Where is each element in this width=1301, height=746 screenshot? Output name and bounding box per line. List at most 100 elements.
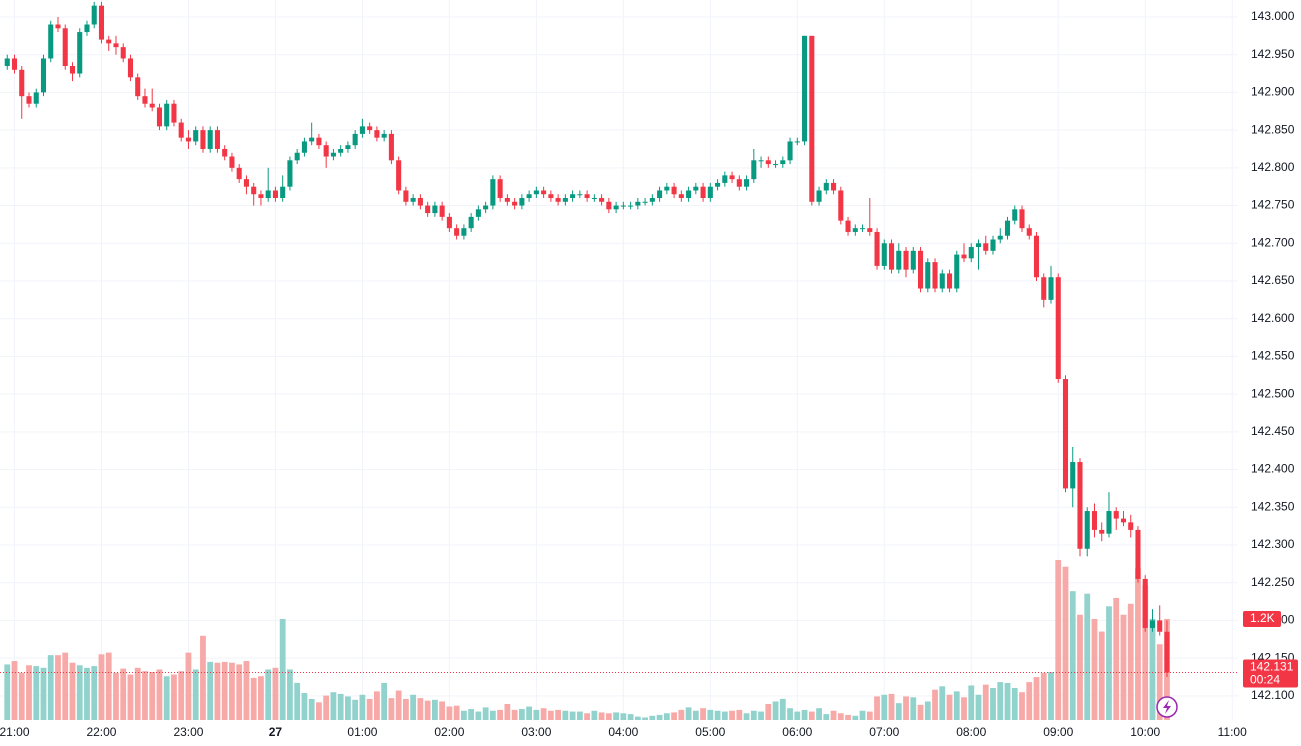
volume-bar <box>287 669 293 720</box>
candle-body <box>881 243 887 266</box>
candle-body <box>1026 228 1032 236</box>
volume-bar <box>946 694 953 720</box>
volume-bar <box>192 669 199 720</box>
candle-body <box>19 69 25 97</box>
volume-bar <box>468 709 475 720</box>
volume-bar <box>932 689 938 720</box>
candle-body <box>773 164 779 166</box>
volume-bar <box>178 671 185 720</box>
candle-body <box>917 250 924 289</box>
candle-body <box>845 220 851 232</box>
countdown-label: 00:24 <box>1250 673 1280 687</box>
candle-body <box>1099 529 1105 534</box>
volume-bar <box>714 710 721 720</box>
volume-bar <box>308 698 315 720</box>
x-tick-label: 11:00 <box>1218 725 1247 739</box>
volume-bar <box>576 711 583 720</box>
x-tick-label: 03:00 <box>521 725 551 739</box>
candle-body <box>657 190 663 199</box>
volume-bar <box>700 708 706 720</box>
volume-bar <box>294 682 301 720</box>
candle-body <box>403 190 409 202</box>
volume-bar <box>620 713 627 720</box>
volume-bar <box>1098 631 1105 720</box>
grid <box>0 0 1238 720</box>
candle-body <box>852 228 858 232</box>
volume-bar <box>149 672 156 720</box>
candle-body <box>4 58 10 67</box>
candle-body <box>352 133 358 146</box>
candle-body <box>584 194 590 199</box>
candle-body <box>874 231 880 266</box>
volume-bar <box>98 654 105 720</box>
volume-bar <box>852 715 859 720</box>
candle-body <box>120 47 126 59</box>
candle-body <box>838 190 844 221</box>
volume-bar <box>540 708 547 720</box>
candle-body <box>860 228 866 230</box>
candle-body <box>1077 462 1083 549</box>
volume-bar <box>895 703 902 720</box>
last-price-label: 142.131 <box>1250 660 1294 674</box>
volume-bar <box>381 682 388 720</box>
y-tick-label: 142.750 <box>1251 198 1295 212</box>
candles <box>4 1 1170 678</box>
candle-body <box>425 205 431 214</box>
candle-body <box>570 194 576 199</box>
volume-bar <box>750 710 757 720</box>
volume-bar <box>1142 585 1149 720</box>
volume-bar <box>888 693 895 720</box>
candle-body <box>613 205 619 210</box>
candle-body <box>490 179 496 206</box>
candle-body <box>816 190 822 202</box>
volume-bar <box>1040 672 1047 720</box>
volume-bar <box>439 701 446 720</box>
volume-bar <box>374 691 380 720</box>
volume-bar <box>76 665 83 720</box>
candle-body <box>780 160 786 165</box>
candle-body <box>461 228 467 236</box>
candle-body <box>55 24 61 29</box>
candle-body <box>214 130 220 149</box>
candle-body <box>338 148 344 153</box>
candle-body <box>925 262 931 289</box>
candle-body <box>512 201 518 206</box>
candle-body <box>541 190 547 195</box>
volume-bar <box>258 676 264 720</box>
candle-body <box>294 152 300 161</box>
volume-label: 1.2K <box>1250 611 1275 625</box>
y-tick-label: 142.400 <box>1251 462 1295 476</box>
candle-body <box>497 179 503 199</box>
volume-bar <box>953 691 960 720</box>
last-price-box <box>1243 659 1298 688</box>
candle-body <box>1135 529 1141 579</box>
candle-body <box>1149 620 1156 628</box>
volume-bar <box>511 709 518 720</box>
y-tick-label: 142.450 <box>1251 424 1295 438</box>
y-tick-label: 142.700 <box>1251 235 1295 249</box>
candle-body <box>156 107 162 127</box>
volume-bar <box>47 655 54 720</box>
volume-bar <box>156 669 163 720</box>
candle-body <box>272 190 278 199</box>
volume-bar <box>142 671 148 720</box>
candle-body <box>1106 511 1112 534</box>
volume-bar <box>758 711 764 720</box>
candle-body <box>671 186 677 195</box>
volume-bar <box>221 661 228 720</box>
candle-body <box>939 273 945 289</box>
candle-body <box>896 250 902 270</box>
candle-body <box>1062 379 1069 489</box>
volume-bar <box>924 701 931 720</box>
candle-body <box>106 39 112 44</box>
volume-bar <box>866 711 873 720</box>
volume-bar <box>634 716 641 720</box>
volume-bar <box>1077 614 1083 720</box>
volume-bar <box>113 672 119 720</box>
x-tick-label: 23:00 <box>173 725 203 739</box>
candle-body <box>678 194 684 199</box>
volume-bar <box>185 652 192 720</box>
lightning-icon[interactable] <box>1156 696 1178 718</box>
